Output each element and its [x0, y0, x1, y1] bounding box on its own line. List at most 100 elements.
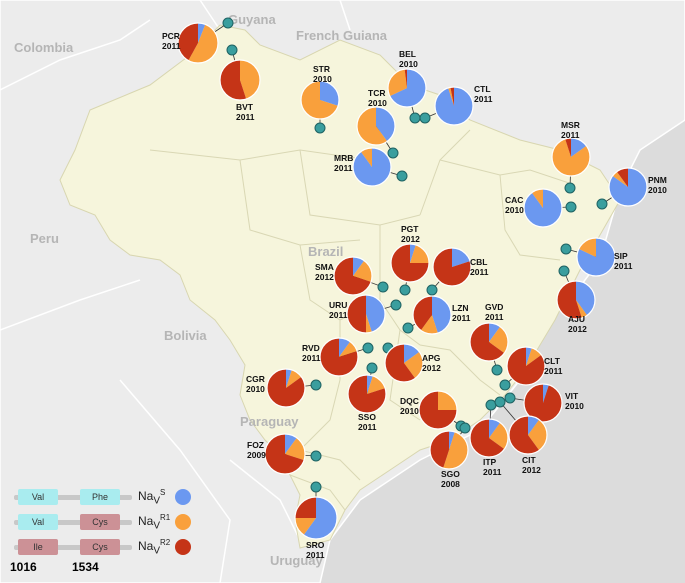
- site-marker-msr[interactable]: [564, 182, 576, 194]
- pie-msr[interactable]: [551, 137, 591, 177]
- pie-slice-tcr-navs: [376, 107, 395, 142]
- site-marker-sgo[interactable]: [459, 422, 471, 434]
- site-marker-cbl[interactable]: [426, 284, 438, 296]
- pie-rvd[interactable]: [319, 337, 359, 377]
- pie-slice-itp-navr1: [489, 422, 509, 450]
- pie-pcr[interactable]: [177, 22, 219, 64]
- pie-outline-apg: [384, 343, 424, 383]
- pie-slice-sro-navr2: [295, 497, 316, 518]
- site-marker-sso[interactable]: [366, 362, 378, 374]
- pie-str[interactable]: [300, 80, 340, 120]
- site-marker-pnm[interactable]: [596, 198, 608, 210]
- genotype-label: NaVR2: [138, 538, 171, 557]
- pie-apg[interactable]: [384, 343, 424, 383]
- site-marker-aju[interactable]: [558, 265, 570, 277]
- pie-cit[interactable]: [508, 415, 548, 455]
- site-marker-rvd[interactable]: [362, 342, 374, 354]
- pie-slice-ctl-navr2: [450, 87, 454, 106]
- site-year-sip: 2011: [614, 261, 633, 271]
- pie-outline-sro: [294, 496, 338, 540]
- site-year-msr: 2011: [561, 130, 580, 140]
- site-code-msr: MSR: [561, 120, 580, 130]
- site-marker-cgr[interactable]: [310, 379, 322, 391]
- site-code-itp: ITP: [483, 457, 497, 467]
- site-marker-gvd[interactable]: [491, 364, 503, 376]
- pie-gvd[interactable]: [469, 322, 509, 362]
- site-marker-lzn[interactable]: [402, 322, 414, 334]
- aa-1016: Val: [18, 489, 58, 505]
- pie-slice-sso-navr2: [347, 375, 386, 413]
- site-year-uru: 2011: [329, 310, 348, 320]
- pie-pnm[interactable]: [608, 167, 648, 207]
- site-marker-pcr[interactable]: [222, 17, 234, 29]
- site-marker-itp[interactable]: [485, 399, 497, 411]
- pie-dqc[interactable]: [418, 390, 458, 430]
- pie-slice-cit-navr2: [508, 416, 540, 455]
- site-marker-bel[interactable]: [409, 112, 421, 124]
- site-marker-tcr[interactable]: [387, 147, 399, 159]
- pie-sso[interactable]: [347, 374, 387, 414]
- site-code-cgr: CGR: [246, 374, 265, 384]
- aa-1016: Ile: [18, 539, 58, 555]
- site-marker-vit[interactable]: [504, 392, 516, 404]
- site-year-cit: 2012: [522, 465, 541, 475]
- pie-sma[interactable]: [333, 256, 373, 296]
- pie-slice-bel-navs: [389, 69, 426, 107]
- pie-cgr[interactable]: [266, 368, 306, 408]
- site-marker-cit[interactable]: [494, 396, 506, 408]
- pie-bvt[interactable]: [219, 59, 261, 101]
- site-marker-pgt[interactable]: [399, 284, 411, 296]
- pie-slice-lzn-navs: [432, 296, 452, 334]
- pie-sgo[interactable]: [429, 430, 469, 470]
- site-marker-mrb[interactable]: [396, 170, 408, 182]
- pie-outline-foz: [264, 433, 306, 475]
- pie-outline-gvd: [469, 322, 509, 362]
- site-code-sgo: SGO: [441, 469, 460, 479]
- pie-lzn[interactable]: [412, 295, 452, 335]
- pie-outline-bvt: [219, 59, 261, 101]
- pie-outline-pgt: [390, 243, 430, 283]
- site-marker-cac[interactable]: [565, 201, 577, 213]
- pie-foz[interactable]: [264, 433, 306, 475]
- legend-row-navs: Val Phe NaVS: [10, 486, 200, 508]
- pie-mrb[interactable]: [352, 147, 392, 187]
- site-marker-foz[interactable]: [310, 450, 322, 462]
- pie-sip[interactable]: [576, 237, 616, 277]
- site-marker-bvt[interactable]: [226, 44, 238, 56]
- site-year-apg: 2012: [422, 363, 441, 373]
- pie-uru[interactable]: [346, 294, 386, 334]
- legend: Val Phe NaVS Val Cys NaVR1 Ile Cys NaVR2…: [10, 486, 200, 578]
- pie-slice-str-navs: [320, 81, 339, 106]
- site-year-mrb: 2011: [334, 163, 353, 173]
- pie-slice-cgr-navr1: [286, 369, 302, 388]
- pie-slice-sso-navr1: [367, 375, 386, 394]
- pie-itp[interactable]: [469, 418, 509, 458]
- pie-bel[interactable]: [387, 68, 427, 108]
- site-marker-clt[interactable]: [499, 379, 511, 391]
- pie-slice-cac-navr1: [531, 189, 543, 208]
- pie-pgt[interactable]: [390, 243, 430, 283]
- pie-sro[interactable]: [294, 496, 338, 540]
- site-marker-uru[interactable]: [390, 299, 402, 311]
- pie-cbl[interactable]: [432, 247, 472, 287]
- pie-slice-sip-navr1: [578, 238, 596, 257]
- pie-cac[interactable]: [523, 188, 563, 228]
- pie-clt[interactable]: [506, 346, 546, 386]
- pie-outline-msr: [551, 137, 591, 177]
- pie-tcr[interactable]: [356, 106, 396, 146]
- pie-slice-bel-navr2: [404, 69, 407, 88]
- site-marker-ctl[interactable]: [419, 112, 431, 124]
- pie-vit[interactable]: [523, 383, 563, 423]
- pie-outline-uru: [346, 294, 386, 334]
- pie-slice-pgt-navs: [410, 244, 416, 263]
- pie-aju[interactable]: [556, 280, 596, 320]
- pie-ctl[interactable]: [434, 86, 474, 126]
- site-marker-str[interactable]: [314, 122, 326, 134]
- pie-outline-cac: [523, 188, 563, 228]
- site-marker-sip[interactable]: [560, 243, 572, 255]
- pie-outline-str: [300, 80, 340, 120]
- site-year-str: 2010: [313, 74, 332, 84]
- site-marker-sma[interactable]: [377, 281, 389, 293]
- site-marker-sro[interactable]: [310, 481, 322, 493]
